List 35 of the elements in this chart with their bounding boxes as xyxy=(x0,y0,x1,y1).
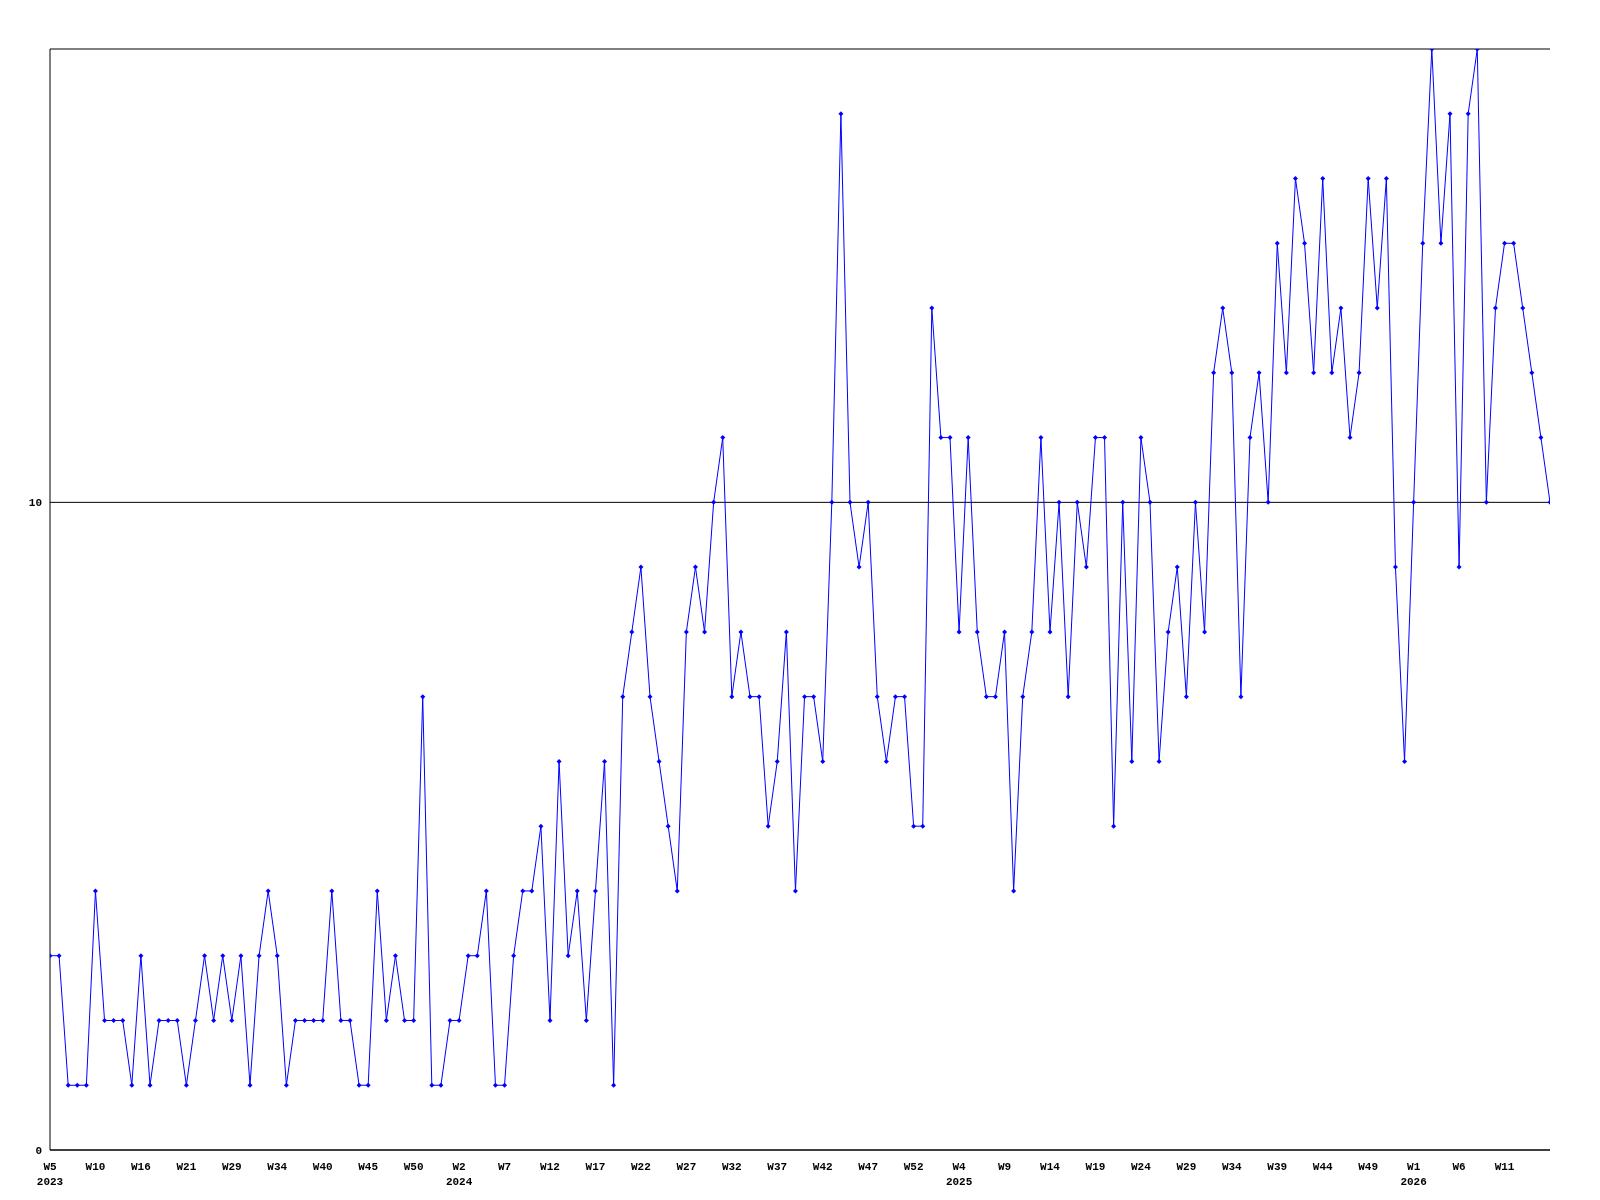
x-tick-label: W44 xyxy=(1312,1161,1334,1173)
x-tick-label: W6 xyxy=(1452,1161,1466,1173)
x-tick-label: W39 xyxy=(1267,1161,1288,1173)
x-tick-label: W21 xyxy=(176,1161,197,1173)
x-tick-label: W12 xyxy=(540,1161,560,1173)
x-tick-label: W45 xyxy=(358,1161,379,1173)
x-tick-label: W22 xyxy=(631,1161,651,1173)
x-tick-label: W2 2024 xyxy=(445,1161,473,1188)
x-tick-label: W11 xyxy=(1494,1161,1515,1173)
x-tick-label: W40 xyxy=(312,1161,333,1173)
x-tick-label: W29 xyxy=(1176,1161,1197,1173)
x-tick-label: W4 2025 xyxy=(945,1161,973,1188)
x-tick-label: W34 xyxy=(267,1161,288,1173)
x-tick-label: W7 xyxy=(497,1161,512,1173)
x-tick-label: W37 xyxy=(767,1161,788,1173)
x-tick-label: W50 xyxy=(403,1161,424,1173)
y-tick-label: 10 xyxy=(28,497,42,510)
x-tick-label: W16 xyxy=(131,1161,151,1173)
x-tick-label: W34 xyxy=(1221,1161,1243,1173)
x-tick-label: W9 xyxy=(997,1161,1012,1173)
x-tick-label: W29 xyxy=(221,1161,242,1173)
x-tick-label: W27 xyxy=(676,1161,697,1173)
x-tick-label: W49 xyxy=(1358,1161,1379,1173)
x-tick-label: W52 xyxy=(903,1161,924,1173)
x-tick-label: W24 xyxy=(1131,1161,1152,1173)
x-tick-label: W10 xyxy=(85,1161,106,1173)
x-tick-label: W32 xyxy=(721,1161,742,1173)
x-tick-label: W1 2026 xyxy=(1400,1161,1427,1188)
x-tick-label: W17 xyxy=(585,1161,606,1173)
x-tick-label: W42 xyxy=(812,1161,833,1173)
x-tick-label: W5 2023 xyxy=(36,1161,64,1188)
x-tick-label: W19 xyxy=(1085,1161,1106,1173)
x-tick-label: W47 xyxy=(858,1161,879,1173)
x-tick-label: W14 xyxy=(1040,1161,1061,1173)
y-tick-label: 0 xyxy=(35,1144,42,1157)
